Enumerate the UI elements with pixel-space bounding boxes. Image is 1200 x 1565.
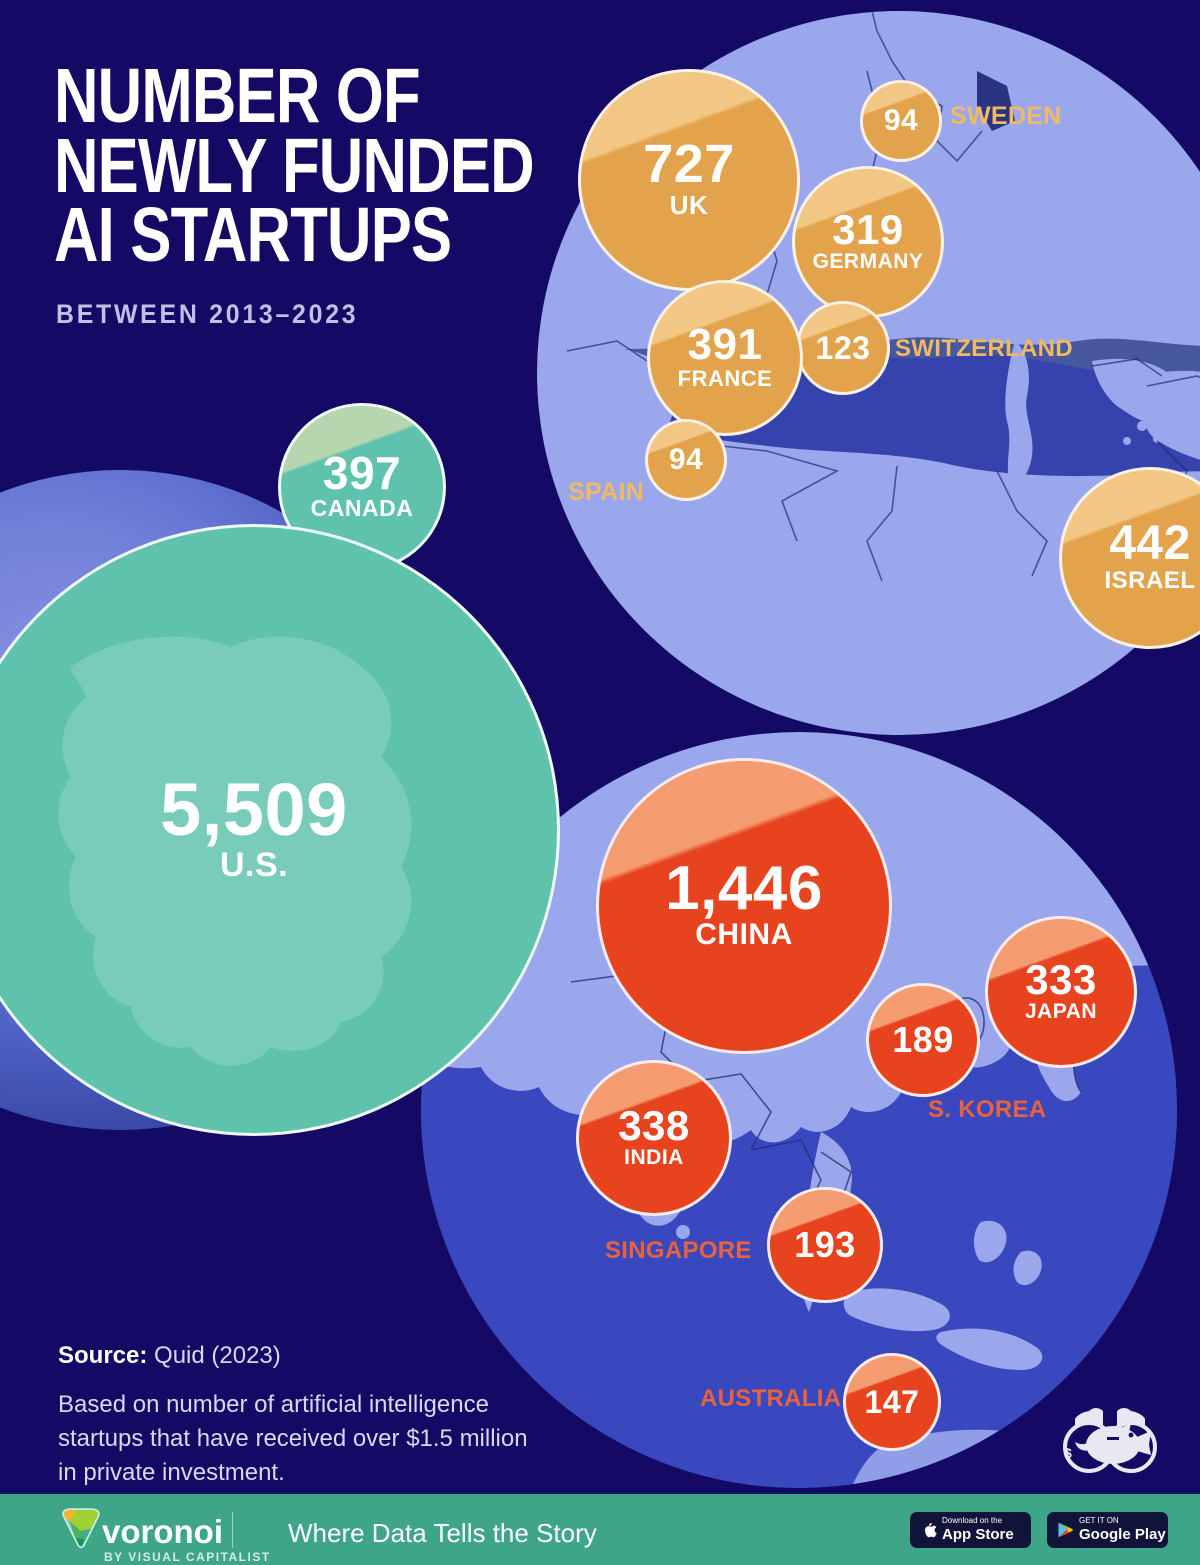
svg-text:$: $ [1064, 1445, 1072, 1461]
